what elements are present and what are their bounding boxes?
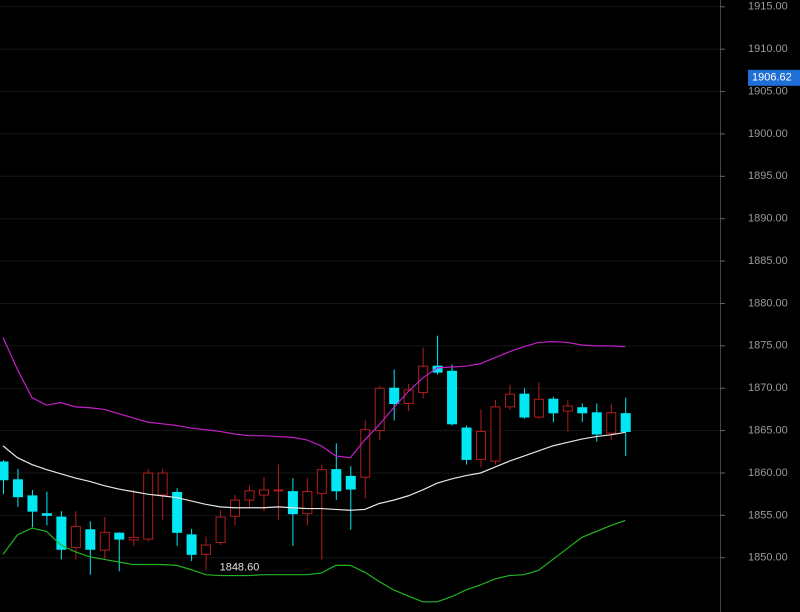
candle-body bbox=[316, 469, 327, 494]
candle-body bbox=[215, 516, 226, 543]
candle-body bbox=[85, 529, 96, 550]
y-tick-label: 1865.00 bbox=[748, 425, 788, 437]
candle-body bbox=[519, 393, 530, 418]
candle-body bbox=[620, 413, 631, 432]
last-price-box bbox=[748, 69, 800, 86]
candle-body bbox=[533, 398, 544, 418]
band-line bbox=[2, 431, 626, 511]
y-tick-label: 1885.00 bbox=[748, 255, 788, 267]
candle-body bbox=[143, 472, 154, 540]
candle-body bbox=[476, 430, 487, 460]
y-tick-label: 1880.00 bbox=[748, 297, 788, 309]
candle-body bbox=[287, 491, 298, 515]
candle-body bbox=[27, 495, 38, 512]
y-tick-label: 1910.00 bbox=[748, 43, 788, 55]
candle-body bbox=[70, 525, 81, 549]
candle-body bbox=[273, 489, 284, 492]
candle-body bbox=[114, 532, 125, 540]
candle-body bbox=[345, 475, 356, 490]
candle-body bbox=[432, 365, 443, 373]
band-line bbox=[2, 337, 626, 459]
candle-body bbox=[461, 427, 472, 460]
candle-body bbox=[548, 398, 559, 414]
candle-body bbox=[606, 412, 617, 434]
candle-body bbox=[201, 544, 212, 555]
candle-body bbox=[418, 365, 429, 393]
candle-body bbox=[447, 370, 458, 425]
candle-body bbox=[172, 491, 183, 533]
low-annotation: 1848.60 bbox=[220, 562, 260, 574]
candle-body bbox=[258, 489, 269, 496]
candle-body bbox=[331, 469, 342, 492]
y-tick-label: 1890.00 bbox=[748, 213, 788, 225]
candle-body bbox=[157, 472, 168, 496]
candle-body bbox=[0, 461, 9, 481]
candle-body bbox=[389, 387, 400, 404]
candle-body bbox=[99, 531, 110, 551]
candle-body bbox=[244, 490, 255, 501]
band-line bbox=[2, 519, 626, 603]
candle-body bbox=[360, 429, 371, 478]
candle-body bbox=[490, 406, 501, 462]
y-tick-label: 1905.00 bbox=[748, 85, 788, 97]
candle-body bbox=[577, 407, 588, 414]
y-tick-label: 1895.00 bbox=[748, 170, 788, 182]
candle-body bbox=[128, 536, 139, 541]
candle-body bbox=[591, 412, 602, 435]
y-tick-label: 1915.00 bbox=[748, 1, 788, 13]
y-tick-label: 1860.00 bbox=[748, 467, 788, 479]
candle-body bbox=[12, 479, 23, 498]
candle-body bbox=[562, 405, 573, 412]
candle-body bbox=[186, 534, 197, 555]
y-tick-label: 1850.00 bbox=[748, 552, 788, 564]
candle-body bbox=[56, 516, 67, 550]
candle-body bbox=[41, 513, 52, 516]
y-tick-label: 1900.00 bbox=[748, 128, 788, 140]
y-tick-label: 1855.00 bbox=[748, 509, 788, 521]
candle-body bbox=[504, 393, 515, 408]
last-price-label: 1906.62 bbox=[752, 72, 792, 84]
candle-body bbox=[302, 491, 313, 515]
y-tick-label: 1870.00 bbox=[748, 382, 788, 394]
candle-body bbox=[374, 387, 385, 432]
y-tick-label: 1875.00 bbox=[748, 340, 788, 352]
